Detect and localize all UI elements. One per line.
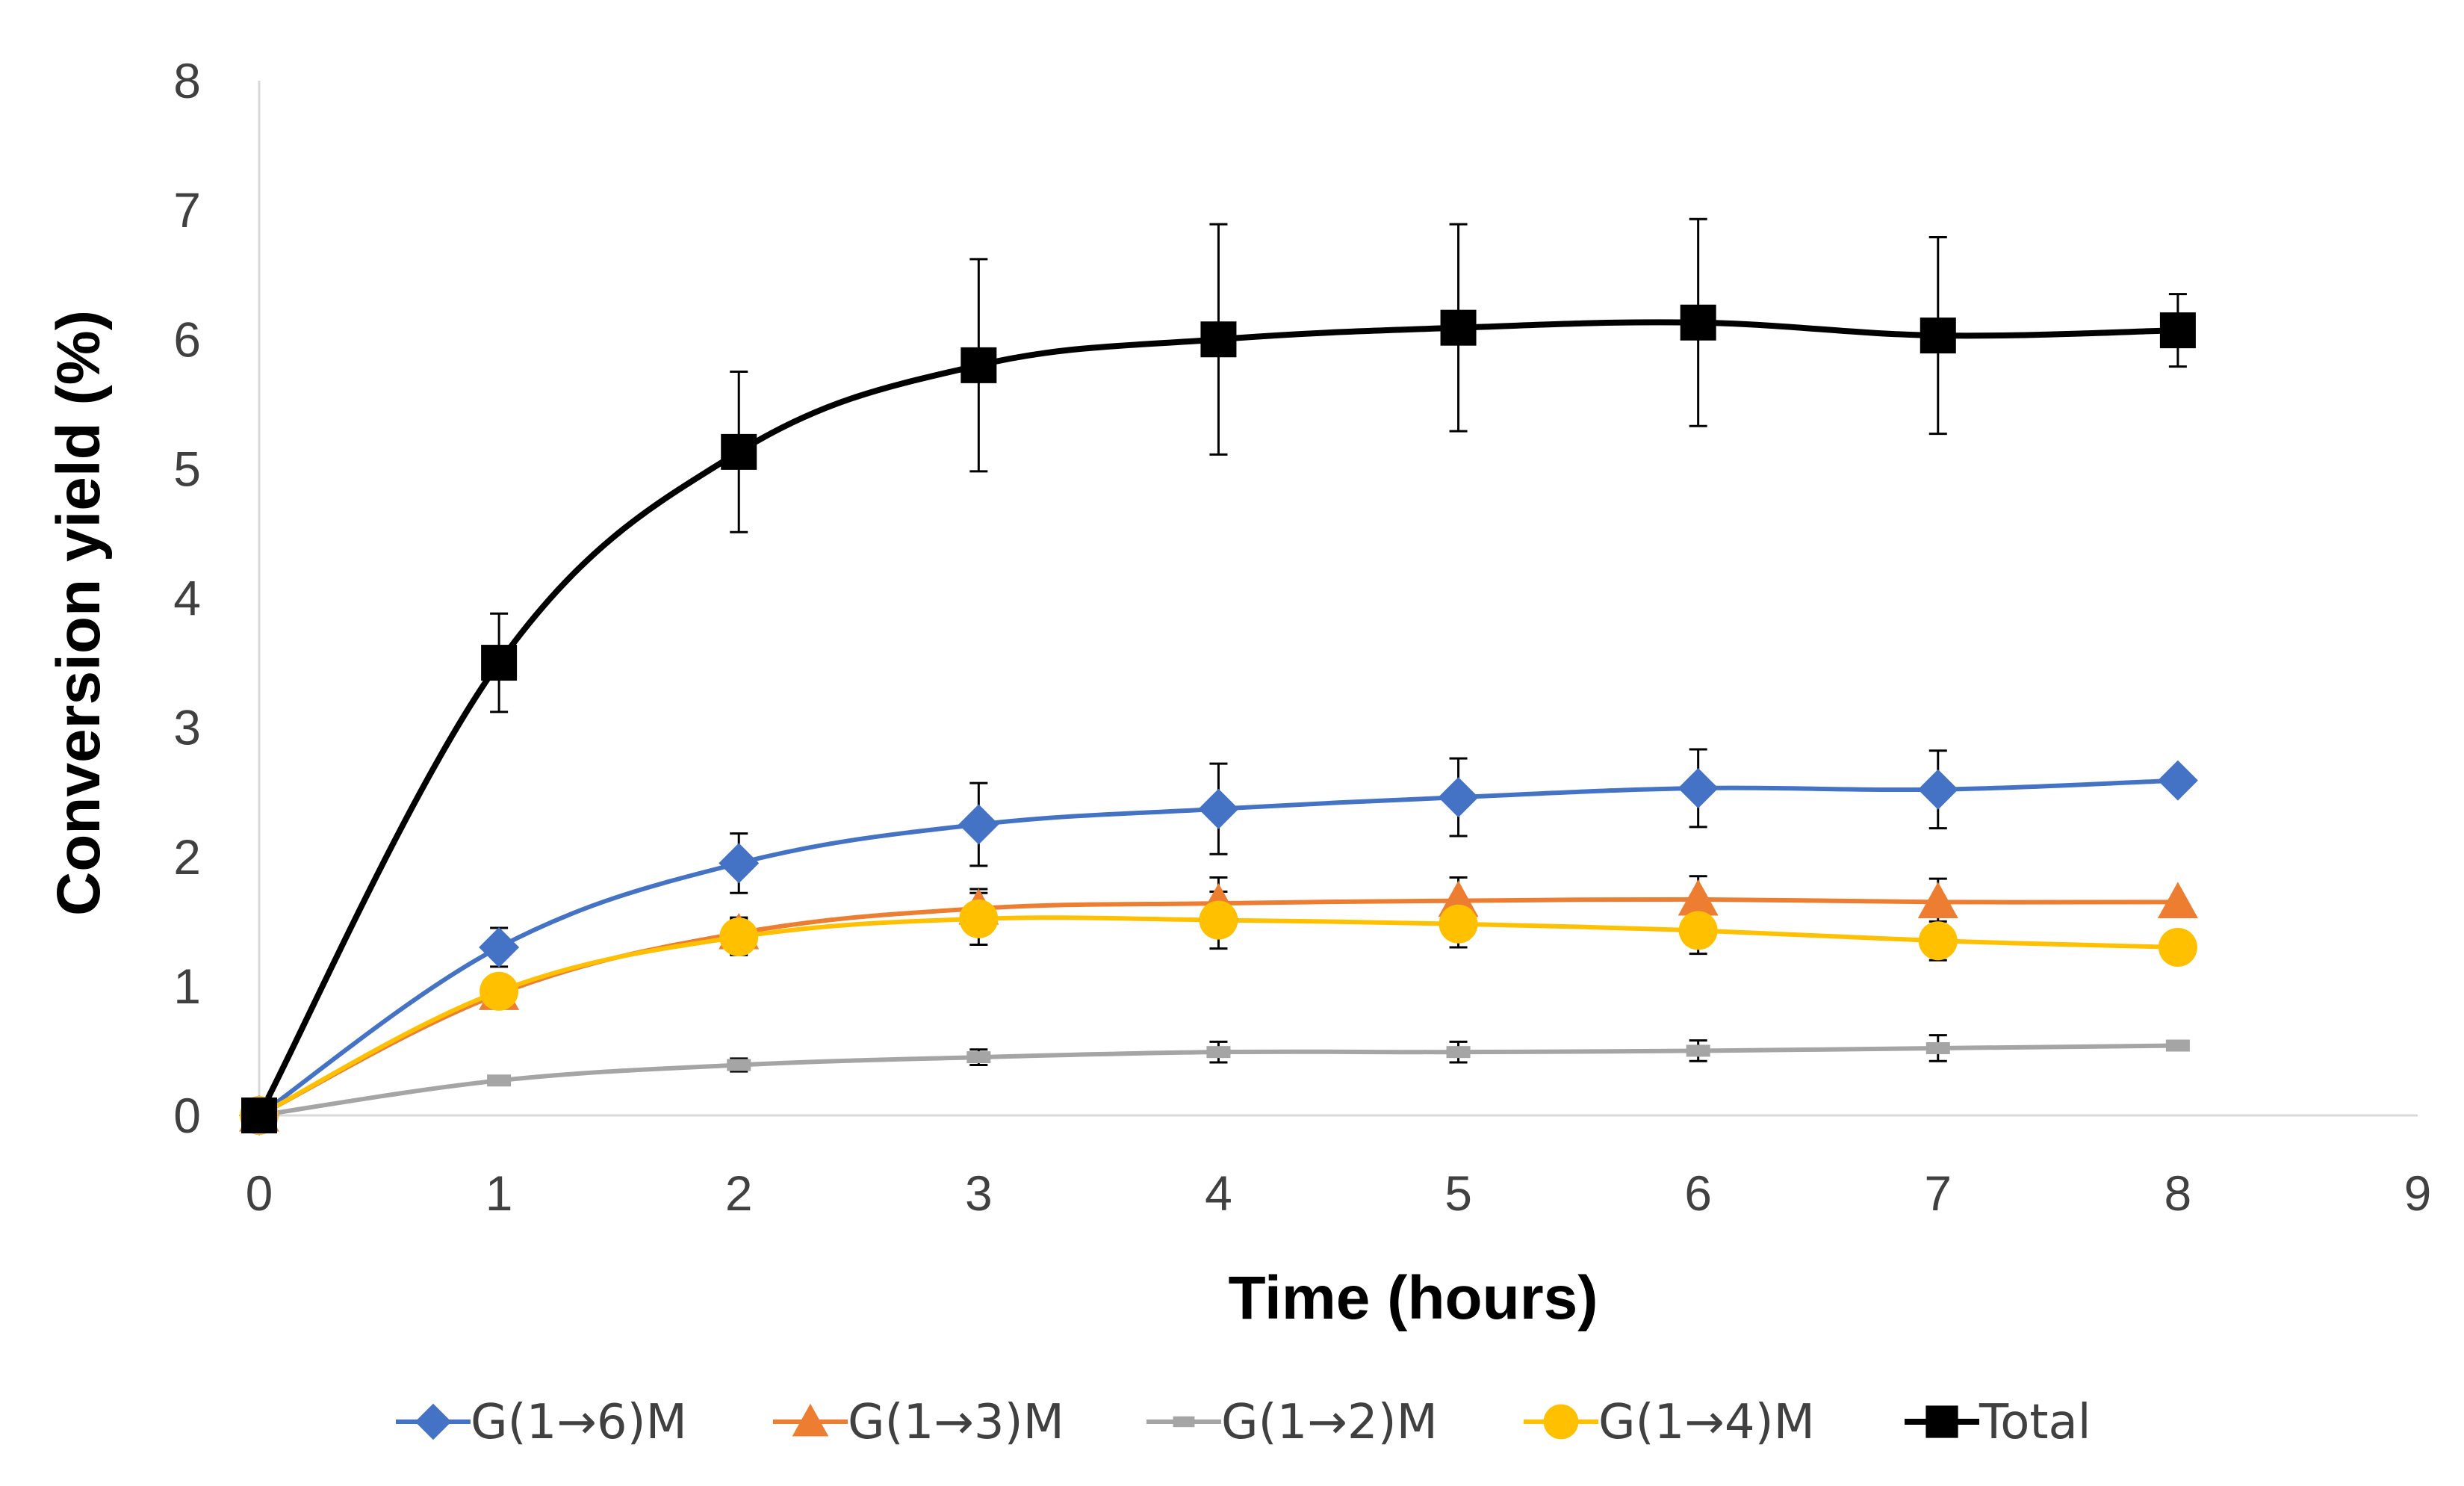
series-2-point [2157, 882, 2198, 918]
total-point [1920, 318, 1956, 354]
series-4-point [719, 917, 759, 957]
series-3-point [1206, 1046, 1231, 1059]
total-point [1680, 304, 1716, 341]
total-point [2159, 312, 2196, 349]
series-1-point [479, 926, 520, 968]
series-4-point [1678, 911, 1718, 950]
total-point [961, 347, 997, 383]
y-tick-label: 1 [173, 959, 201, 1014]
x-tick-label: 6 [1684, 1165, 1712, 1221]
series-4-point [959, 899, 999, 938]
x-tick-label: 0 [246, 1165, 273, 1221]
y-tick-label: 3 [173, 700, 201, 755]
x-tick-label: 5 [1444, 1165, 1472, 1221]
y-tick-label: 5 [173, 441, 201, 496]
y-tick-label: 7 [173, 182, 201, 238]
total-point [481, 645, 518, 681]
series-1-point [2157, 760, 2198, 801]
series-1-point [1438, 777, 1479, 818]
total-point [721, 433, 757, 470]
series-3-point [1925, 1041, 1950, 1054]
y-tick-labels: 0 1 2 3 4 5 6 7 8 [173, 53, 201, 1143]
series-3-point [966, 1051, 991, 1064]
legend-item: Total [1905, 1395, 2091, 1450]
y-tick-label: 8 [173, 53, 201, 108]
legend-label: G(1→3)M [848, 1395, 1064, 1450]
legend-marker [1925, 1405, 1958, 1438]
legend-label: G(1→4)M [1598, 1395, 1815, 1450]
legend-marker [1173, 1416, 1195, 1428]
legend-label: G(1→6)M [471, 1395, 687, 1450]
x-tick-label: 9 [2404, 1165, 2432, 1221]
x-tick-label: 8 [2164, 1165, 2192, 1221]
legend-item: G(1→3)M [773, 1395, 1064, 1450]
x-tick-label: 1 [485, 1165, 513, 1221]
legend: G(1→6)M G(1→3)M G(1→2)M G(1→4)M Total [396, 1395, 2091, 1450]
series-3-point [1446, 1046, 1471, 1059]
series-4-point [1199, 900, 1238, 940]
total-point [241, 1098, 277, 1133]
series-2-point [1678, 879, 1719, 916]
x-axis-title: Time (hours) [1228, 1264, 1598, 1332]
y-tick-label: 0 [173, 1088, 201, 1143]
series-3-point [487, 1074, 512, 1087]
y-tick-label: 4 [173, 571, 201, 626]
x-tick-labels: 0 1 2 3 4 5 6 7 8 9 [246, 1165, 2432, 1221]
y-axis-title: Conversion yield (%) [45, 310, 113, 916]
x-tick-label: 3 [965, 1165, 993, 1221]
y-tick-label: 6 [173, 312, 201, 367]
legend-item: G(1→4)M [1524, 1395, 1815, 1450]
legend-marker [1543, 1404, 1579, 1440]
series-4-point [480, 971, 519, 1011]
series-1-point [1678, 767, 1719, 808]
series-1-point [1917, 769, 1958, 810]
data-markers [239, 304, 2198, 1136]
legend-marker [792, 1403, 829, 1437]
series-4-point [2158, 927, 2197, 967]
legend-item: G(1→2)M [1146, 1395, 1438, 1450]
x-tick-label: 7 [1924, 1165, 1952, 1221]
series-2-point [1917, 882, 1958, 918]
x-tick-label: 2 [725, 1165, 753, 1221]
series-1-point [958, 804, 999, 845]
series-3-point [1686, 1044, 1710, 1057]
series-3-point [2165, 1039, 2190, 1052]
axes [258, 81, 2418, 1117]
series-4-point [1918, 921, 1958, 961]
total-point [1200, 321, 1237, 358]
series-3-point [727, 1059, 751, 1071]
series-1-point [1198, 788, 1239, 829]
y-tick-label: 2 [173, 829, 201, 885]
x-tick-label: 4 [1205, 1165, 1232, 1221]
series-1-point [719, 843, 760, 884]
total-point [1440, 309, 1477, 346]
legend-marker [415, 1403, 452, 1440]
legend-label: Total [1979, 1395, 2091, 1450]
legend-item: G(1→6)M [396, 1395, 687, 1450]
series-4-point [1439, 904, 1478, 944]
legend-label: G(1→2)M [1221, 1395, 1438, 1450]
